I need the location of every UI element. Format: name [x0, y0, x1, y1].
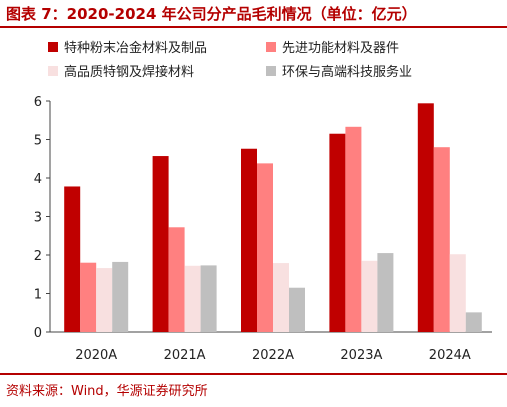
y-tick-label: 4 — [34, 172, 42, 187]
bars — [64, 103, 482, 332]
legend-label: 环保与高端科技服务业 — [282, 64, 412, 80]
bar — [449, 254, 466, 332]
footer-divider — [0, 373, 507, 375]
x-tick-label: 2020A — [75, 348, 117, 363]
legend-label: 先进功能材料及器件 — [282, 41, 399, 56]
bar — [80, 262, 97, 332]
x-tick-label: 2021A — [164, 348, 206, 363]
bar — [289, 287, 305, 332]
legend-swatch — [48, 66, 58, 76]
bar — [361, 260, 378, 332]
y-tick-label: 1 — [34, 288, 42, 303]
x-tick-label: 2024A — [429, 348, 471, 363]
y-tick-label: 0 — [34, 326, 42, 341]
bar — [329, 133, 346, 332]
legend-swatch — [48, 42, 58, 52]
legend-swatch — [266, 42, 276, 52]
y-tick-label: 2 — [34, 249, 42, 264]
bar — [345, 126, 362, 332]
title-divider — [0, 26, 507, 28]
bar — [152, 156, 169, 332]
legend-swatch — [266, 66, 276, 76]
bar — [112, 261, 129, 332]
y-tick-label: 3 — [34, 211, 42, 226]
bar — [257, 163, 273, 332]
bar — [64, 186, 81, 332]
x-tick-label: 2022A — [252, 348, 294, 363]
bar — [184, 265, 201, 332]
y-tick-label: 6 — [34, 95, 42, 110]
legend-label: 特种粉末冶金材料及制品 — [64, 40, 207, 56]
y-tick-label: 5 — [34, 134, 42, 149]
chart-title: 图表 7：2020-2024 年公司分产品毛利情况（单位：亿元） — [6, 5, 417, 23]
bar — [168, 227, 185, 332]
bar — [433, 147, 450, 332]
legend-label: 高品质特钢及焊接材料 — [64, 64, 194, 80]
bar — [200, 265, 217, 332]
bar — [377, 253, 394, 332]
bar — [417, 103, 434, 332]
x-tick-label: 2023A — [340, 348, 382, 363]
bar — [241, 148, 257, 332]
bar — [465, 312, 482, 332]
bar — [96, 268, 113, 332]
source-note: 资料来源：Wind，华源证券研究所 — [6, 384, 208, 399]
bar — [273, 263, 289, 332]
